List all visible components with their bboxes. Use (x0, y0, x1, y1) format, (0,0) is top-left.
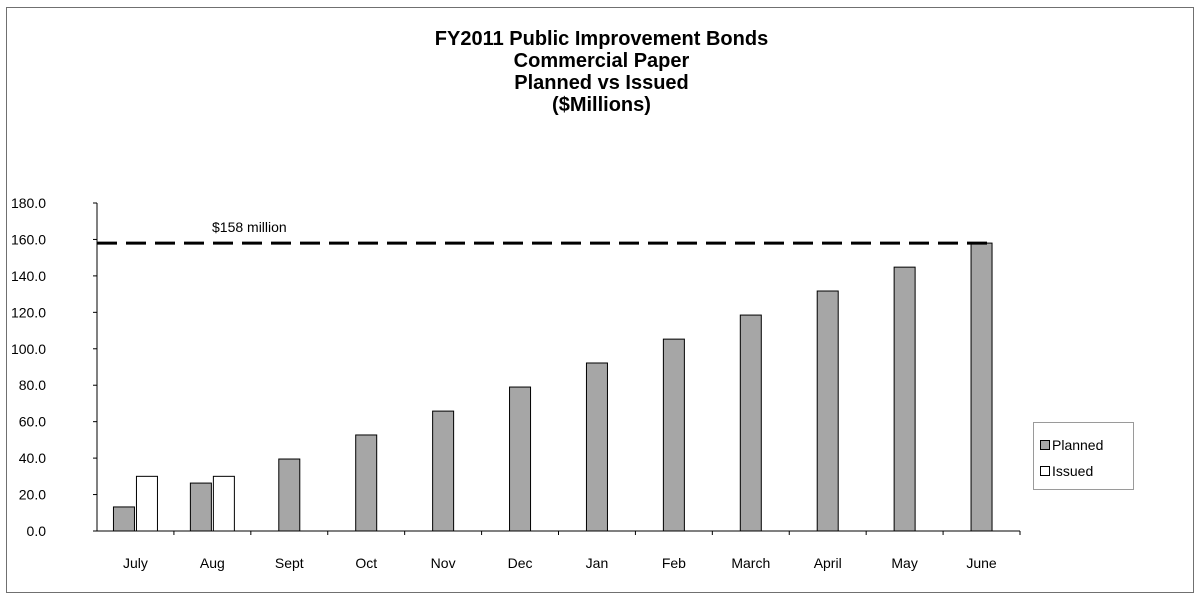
bar-planned (432, 410, 455, 532)
x-tick-label: Sept (275, 555, 304, 571)
y-tick-label: 140.0 (11, 268, 46, 284)
bar-issued (212, 475, 235, 532)
chart-title: FY2011 Public Improvement Bonds Commerci… (0, 28, 1203, 116)
x-tick-label: Dec (508, 555, 533, 571)
bar-planned (585, 362, 608, 532)
x-tick-label: March (731, 555, 770, 571)
x-tick-label: July (123, 555, 148, 571)
x-tick-label: Aug (200, 555, 225, 571)
y-tick-label: 160.0 (11, 231, 46, 247)
bar-planned (893, 266, 916, 532)
y-tick-label: 80.0 (19, 377, 46, 393)
y-tick-label: 40.0 (19, 450, 46, 466)
legend-label-issued: Issued (1052, 463, 1094, 479)
legend-item-issued: Issued (1040, 463, 1093, 479)
bar-planned (739, 314, 762, 532)
title-line-4: ($Millions) (552, 94, 651, 116)
legend-swatch-planned (1040, 440, 1050, 451)
title-line-3: Planned vs Issued (514, 72, 689, 94)
bar-planned (355, 434, 378, 532)
bar-planned (816, 290, 839, 532)
x-tick-label: May (891, 555, 917, 571)
reference-line-label: $158 million (212, 219, 287, 235)
y-tick-label: 0.0 (27, 523, 47, 539)
x-tick-label: Oct (355, 555, 377, 571)
title-line-2: Commercial Paper (513, 50, 690, 72)
y-tick-label: 60.0 (19, 414, 46, 430)
x-tick-label: June (966, 555, 997, 571)
y-tick-label: 180.0 (11, 195, 46, 211)
title-line-1: FY2011 Public Improvement Bonds (434, 28, 769, 50)
bar-planned (189, 482, 212, 532)
bar-planned (970, 242, 993, 532)
y-tick-label: 120.0 (11, 304, 46, 320)
bar-issued (135, 475, 158, 532)
bar-planned (112, 506, 135, 532)
bar-planned (278, 458, 301, 532)
legend-item-planned: Planned (1040, 437, 1103, 453)
legend-swatch-issued (1040, 466, 1050, 477)
x-tick-label: Nov (431, 555, 456, 571)
y-tick-label: 20.0 (19, 487, 46, 503)
x-tick-label: Jan (586, 555, 609, 571)
legend-label-planned: Planned (1052, 437, 1104, 453)
x-tick-label: April (814, 555, 842, 571)
bar-planned (509, 386, 532, 532)
y-tick-label: 100.0 (11, 341, 46, 357)
x-tick-label: Feb (662, 555, 686, 571)
bar-planned (662, 338, 685, 532)
legend: Planned Issued (1033, 422, 1134, 490)
